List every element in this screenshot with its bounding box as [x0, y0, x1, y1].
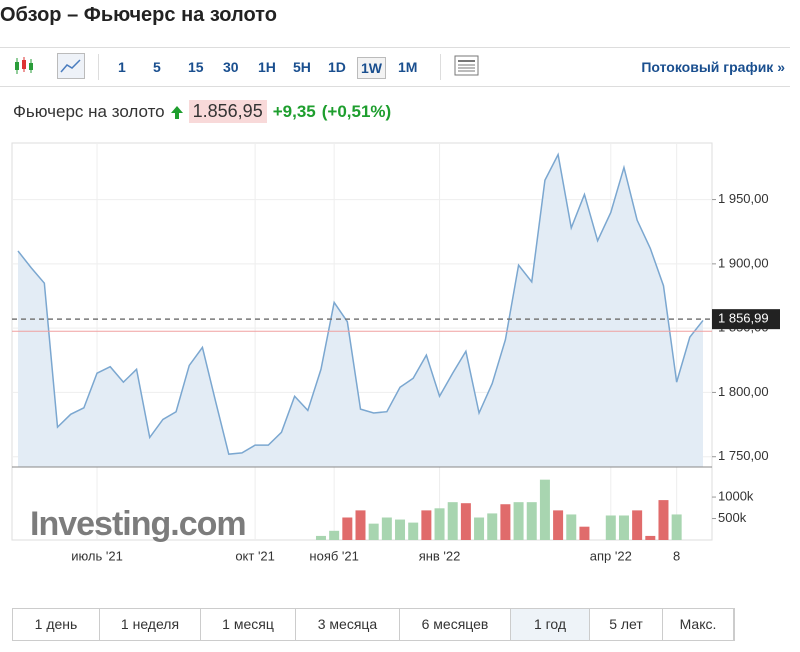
volume-bar	[487, 513, 498, 540]
up-arrow	[170, 105, 183, 119]
page-title: Обзор – Фьючерс на золото	[0, 4, 277, 26]
last-price-label: 1 856,99	[718, 311, 769, 326]
interval-button[interactable]: 1W	[357, 57, 386, 79]
interval-button[interactable]: 1M	[398, 59, 418, 75]
volume-bar	[526, 502, 537, 540]
period-button[interactable]: 1 день	[13, 609, 100, 640]
x-tick-label: янв '22	[419, 548, 461, 563]
candle-icon[interactable]	[12, 56, 36, 76]
volume-bar	[355, 510, 366, 540]
volume-bar	[566, 514, 577, 540]
watermark: Investing.com	[30, 505, 246, 543]
table-icon[interactable]	[454, 55, 480, 77]
volume-bar	[645, 535, 656, 540]
interval-button[interactable]: 1D	[328, 59, 346, 75]
price: 1.856,95	[188, 100, 267, 123]
interval-button[interactable]: 30	[223, 59, 239, 75]
separator	[98, 54, 99, 80]
volume-bar	[381, 517, 392, 540]
chart: июль '21 окт '21 нояб '21 янв '22 апр '22 8 1 …	[11, 142, 780, 563]
volume-bar	[368, 523, 379, 540]
toolbar: 1 5 15 30 1H 5H 1D 1W 1M Потоковый график »	[0, 47, 790, 87]
stream-link[interactable]: Потоковый график »	[641, 59, 785, 75]
instrument-name: Фьючерс на золото	[13, 101, 165, 121]
period-button[interactable]: 1 неделя	[100, 609, 201, 640]
x-tick-label: 8	[673, 548, 680, 563]
price-area	[18, 154, 703, 468]
x-tick-label: июль '21	[71, 548, 123, 563]
interval-button[interactable]: 5	[153, 59, 161, 75]
volume-bar	[539, 479, 550, 540]
interval-button[interactable]: 1H	[258, 59, 276, 75]
volume-bar	[632, 510, 643, 540]
volume-bar	[329, 530, 340, 540]
interval-button[interactable]: 15	[188, 59, 204, 75]
volume-bar	[605, 515, 616, 540]
price-line	[17, 152, 704, 455]
y2-tick-label: 500k	[718, 510, 747, 525]
volume-bar	[434, 508, 445, 540]
change-pct: (+0,51%)	[321, 101, 392, 121]
volume-bar	[315, 535, 326, 540]
volume-bar	[408, 522, 419, 540]
period-bar: 1 день 1 неделя 1 месяц 3 месяца 6 месяцев 1 …	[12, 608, 735, 641]
y-tick-label: 1 900,00	[718, 255, 769, 270]
period-button[interactable]: 6 месяцев	[400, 609, 511, 640]
line-icon[interactable]	[57, 53, 85, 79]
interval-button[interactable]: 1	[118, 59, 126, 75]
volume-bar	[500, 504, 511, 540]
volume-bar	[579, 526, 590, 540]
volume-bar	[474, 517, 485, 540]
volume-bar	[671, 514, 682, 540]
last-price-box	[712, 309, 780, 330]
separator	[440, 54, 441, 80]
y-tick-label: 1 800,00	[718, 384, 769, 399]
period-button[interactable]: 5 лет	[590, 609, 663, 640]
volume-bar	[395, 519, 406, 540]
x-tick-label: апр '22	[590, 548, 632, 563]
quote: Фьючерс на золото 1.856,95 +9,35 (+0,51%…	[13, 100, 391, 123]
volume-bar	[460, 503, 471, 540]
volume-bar	[553, 510, 564, 540]
period-button[interactable]: 1 месяц	[201, 609, 296, 640]
volume-bar	[658, 500, 669, 540]
change: +9,35	[272, 101, 316, 121]
volume-bar	[421, 510, 432, 540]
y2-tick-label: 1000k	[718, 488, 754, 503]
volume-bar	[618, 515, 629, 540]
period-button[interactable]: Макс.	[663, 609, 734, 640]
volume-bar	[342, 517, 353, 540]
period-button[interactable]: 1 год	[511, 609, 590, 640]
x-tick-label: окт '21	[235, 548, 275, 563]
y-tick-label: 1 750,00	[718, 448, 769, 463]
y-tick-label: 1 950,00	[718, 191, 769, 206]
x-tick-label: нояб '21	[309, 548, 358, 563]
volume-bar	[447, 502, 458, 540]
period-button[interactable]: 3 месяца	[296, 609, 400, 640]
volume-bar	[513, 502, 524, 540]
interval-button[interactable]: 5H	[293, 59, 311, 75]
